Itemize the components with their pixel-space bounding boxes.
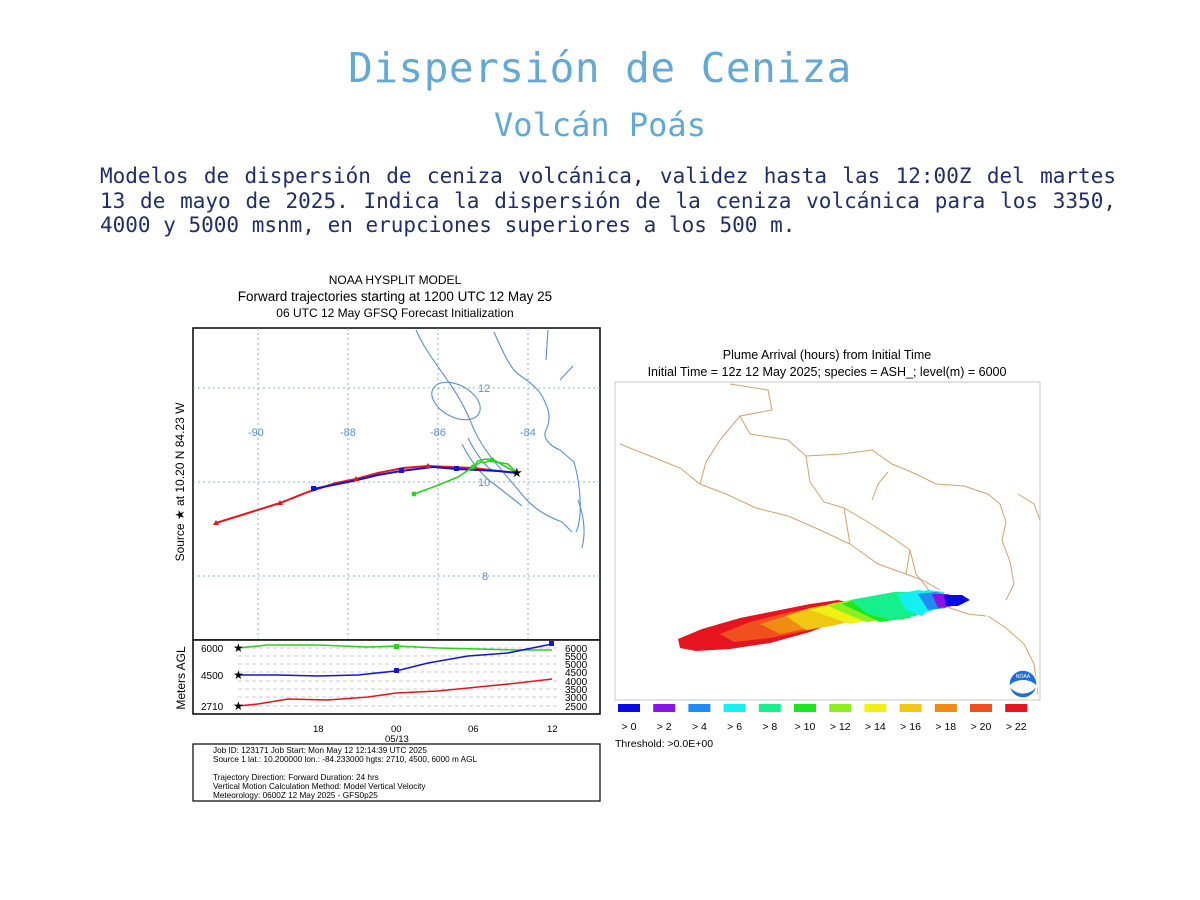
plume-title-2: Initial Time = 12z 12 May 2025; species … <box>648 365 1007 379</box>
legend-label: > 20 <box>971 721 992 733</box>
legend-swatch <box>723 704 746 712</box>
legend-swatch <box>864 704 887 712</box>
height-label: 2710 <box>201 702 224 713</box>
plume-arrival-figure: Plume Arrival (hours) from Initial Time … <box>610 344 1044 754</box>
info-line: Trajectory Direction: Forward Duration: … <box>213 773 379 782</box>
info-line: Vertical Motion Calculation Method: Mode… <box>213 782 426 791</box>
hysplit-trajectory-figure: NOAA HYSPLIT MODEL Forward trajectories … <box>168 270 608 810</box>
legend-swatch <box>934 704 957 712</box>
time-tick: 18 <box>313 724 324 735</box>
trajectory-green <box>413 460 518 495</box>
source-star-icon: ★ <box>511 465 523 480</box>
trajectory-markers <box>213 457 495 525</box>
lon-label: -90 <box>248 427 264 439</box>
plume-map: NOAA <box>614 381 1041 701</box>
legend-label: > 22 <box>1006 721 1027 733</box>
source-location-label: Source ★ at 10.20 N 84.23 W <box>173 402 187 562</box>
left-height-labels: 6000 4500 2710 <box>201 644 224 713</box>
slide-subtitle: Volcán Poás <box>494 106 706 144</box>
map-coastlines <box>415 329 585 549</box>
height-label: 4500 <box>201 671 224 682</box>
legend-swatch <box>758 704 781 712</box>
height-panel: ★ ★ ★ 6000 4500 2710 6000 5500 5000 4500… <box>192 639 601 715</box>
lat-label: 12 <box>478 383 490 395</box>
height-label: 3000 <box>565 693 588 704</box>
height-label: 3500 <box>565 685 588 696</box>
legend-swatch <box>1005 704 1028 712</box>
trajectory-blue <box>312 465 518 490</box>
time-tick: 00 <box>391 724 402 735</box>
slide-title: Dispersión de Ceniza <box>348 44 852 92</box>
info-line: Source 1 lat.: 10.200000 lon.: -84.23300… <box>213 755 477 764</box>
date-label: 05/13 <box>385 734 409 745</box>
height-label: 4500 <box>565 668 588 679</box>
lon-label: -84 <box>520 427 536 439</box>
hysplit-title-3: 06 UTC 12 May GFSQ Forecast Initializati… <box>276 306 513 320</box>
time-tick: 12 <box>547 724 558 735</box>
legend-label: > 6 <box>727 721 742 733</box>
legend-swatch <box>794 704 816 712</box>
info-line: Job ID: 123171 Job Start: Mon May 12 12:… <box>213 746 427 755</box>
height-start-star-icon: ★ <box>233 641 244 655</box>
plume-legend: > 0 > 2 > 4 > 6 > 8 > 10 > 12 > 14 > 16 > 18 > 20 >… <box>618 704 1028 733</box>
legend-swatch <box>688 704 711 712</box>
plume-svg: Plume Arrival (hours) from Initial Time … <box>614 348 1041 750</box>
height-label: 2500 <box>565 702 588 713</box>
lon-label: -86 <box>430 427 446 439</box>
time-tick: 06 <box>468 724 479 735</box>
info-line: Meteorology: 0600Z 12 May 2025 - GFS0p25 <box>213 791 378 800</box>
legend-label: > 2 <box>657 721 672 733</box>
height-trace-red <box>237 678 553 707</box>
legend-swatch <box>970 704 992 712</box>
job-info-box <box>192 743 601 802</box>
legend-swatch <box>618 704 640 712</box>
plume-threshold: Threshold: >0.0E+00 <box>615 738 713 750</box>
legend-label: > 4 <box>692 721 707 733</box>
noaa-logo-text: NOAA <box>1016 674 1031 680</box>
legend-label: > 8 <box>762 721 777 733</box>
legend-label: > 10 <box>795 721 816 733</box>
ash-plume-cells <box>678 590 970 651</box>
legend-label: > 12 <box>830 721 851 733</box>
height-label: 6000 <box>565 644 588 655</box>
hysplit-title-1: NOAA HYSPLIT MODEL <box>329 273 462 287</box>
legend-swatch <box>653 704 676 712</box>
slide-description: Modelos de dispersión de ceniza volcánic… <box>100 164 1116 237</box>
lat-label: 10 <box>478 477 490 489</box>
height-start-star-icon: ★ <box>233 699 244 713</box>
lat-label: 8 <box>482 571 488 583</box>
time-axis-labels: 18 00 06 12 05/13 <box>313 724 558 745</box>
map-gridlines <box>193 328 600 640</box>
legend-label: > 14 <box>865 721 886 733</box>
height-label: 4000 <box>565 677 588 688</box>
height-label: 6000 <box>201 644 224 655</box>
plume-title-1: Plume Arrival (hours) from Initial Time <box>723 348 931 362</box>
hysplit-title-2: Forward trajectories starting at 1200 UT… <box>238 289 552 304</box>
lon-label: -88 <box>340 427 356 439</box>
job-info-text: Job ID: 123171 Job Start: Mon May 12 12:… <box>213 746 477 800</box>
trajectory-map: -90 -88 -86 -84 12 10 8 <box>192 327 601 641</box>
height-axis-label: Meters AGL <box>174 646 188 710</box>
map-axis-labels: -90 -88 -86 -84 12 10 8 <box>248 383 536 583</box>
height-label: 5000 <box>565 660 588 671</box>
legend-label: > 18 <box>935 721 956 733</box>
legend-swatch <box>829 704 852 712</box>
hysplit-svg: NOAA HYSPLIT MODEL Forward trajectories … <box>173 273 601 802</box>
legend-label: > 0 <box>622 721 637 733</box>
legend-swatch <box>899 704 922 712</box>
height-start-star-icon: ★ <box>233 668 244 682</box>
right-height-labels: 6000 5500 5000 4500 4000 3500 3000 2500 <box>565 644 588 713</box>
legend-label: > 16 <box>900 721 921 733</box>
height-label: 5500 <box>565 652 588 663</box>
noaa-logo-icon: NOAA <box>1008 669 1038 699</box>
